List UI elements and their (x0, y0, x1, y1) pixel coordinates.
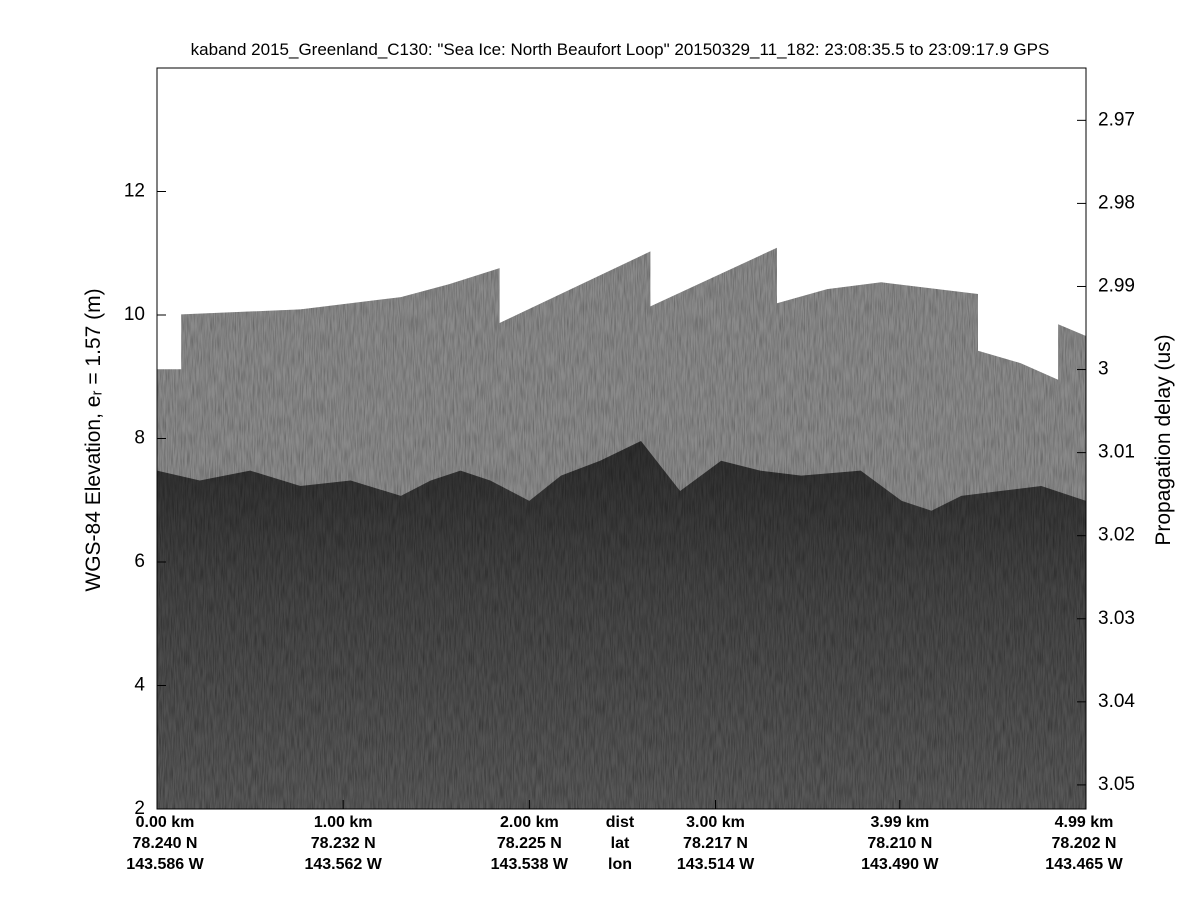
echogram-image (157, 247, 1086, 809)
y-tick-label: 10 (124, 304, 145, 325)
x-tick-lat: 78.217 N (683, 835, 748, 852)
x-tick-lon: 143.490 W (861, 856, 939, 873)
x-tick-lat: 78.202 N (1052, 835, 1117, 852)
y-tick-label: 2 (134, 798, 145, 819)
y-tick-label: 4 (134, 675, 145, 696)
y2-tick-label: 3.01 (1098, 442, 1135, 463)
y2-tick-label: 2.97 (1098, 109, 1135, 130)
x-tick-label: 1.00 km (314, 814, 373, 831)
x-tick-lon: 143.514 W (677, 856, 755, 873)
x-tick-lat: 78.232 N (311, 835, 376, 852)
y-tick-label: 6 (134, 551, 145, 572)
y-tick-label: 12 (124, 181, 145, 202)
x-row-label: dist (606, 814, 635, 831)
x-tick-lon: 143.586 W (126, 856, 204, 873)
y2-tick-label: 3.04 (1098, 691, 1135, 712)
x-tick-lat: 78.225 N (497, 835, 562, 852)
y2-tick-label: 3.05 (1098, 774, 1135, 795)
x-tick-lon: 143.538 W (491, 856, 569, 873)
y-axis-label: WGS-84 Elevation, eᵣ = 1.57 (m) (82, 288, 105, 591)
x-tick-label: 2.00 km (500, 814, 559, 831)
x-tick-lon: 143.465 W (1045, 856, 1123, 873)
y-tick-label: 8 (134, 428, 145, 449)
x-row-label: lon (608, 856, 632, 873)
x-tick-label: 3.99 km (870, 814, 929, 831)
y2-tick-label: 3 (1098, 359, 1109, 380)
x-tick-label: 3.00 km (686, 814, 745, 831)
chart-title: kaband 2015_Greenland_C130: "Sea Ice: No… (191, 40, 1050, 59)
x-tick-lat: 78.210 N (867, 835, 932, 852)
x-row-label: lat (611, 835, 630, 852)
x-tick-lon: 143.562 W (304, 856, 382, 873)
y2-axis-label: Propagation delay (us) (1152, 334, 1175, 545)
x-tick-label: 0.00 km (136, 814, 195, 831)
y2-tick-label: 3.03 (1098, 608, 1135, 629)
y2-tick-label: 2.99 (1098, 275, 1135, 296)
echo-texture (157, 441, 1086, 809)
x-tick-label: 4.99 km (1055, 814, 1114, 831)
y2-tick-label: 3.02 (1098, 525, 1135, 546)
y2-tick-label: 2.98 (1098, 192, 1135, 213)
x-tick-lat: 78.240 N (133, 835, 198, 852)
